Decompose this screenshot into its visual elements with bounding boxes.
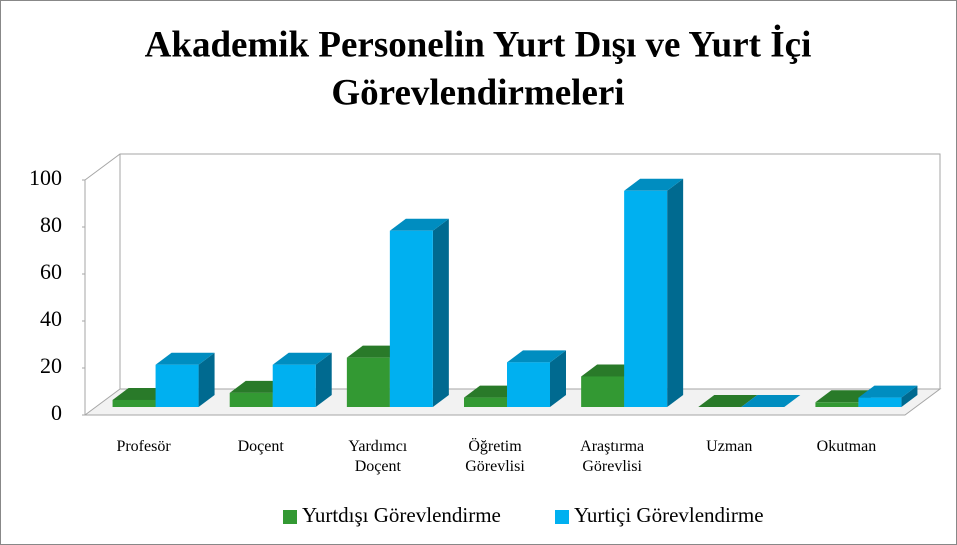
bar <box>346 357 390 407</box>
bar <box>507 362 550 407</box>
x-tick-label: Öğretim Görevlisi <box>465 438 525 475</box>
x-tick-label: Doçent <box>237 438 284 455</box>
bar-top <box>698 395 758 407</box>
chart-title: Görevlendirmeleri <box>331 72 624 113</box>
y-tick-label: 40 <box>40 306 62 331</box>
bar <box>272 364 316 407</box>
y-tick-label: 60 <box>40 259 62 284</box>
bar <box>155 364 199 407</box>
legend-label: Yurtiçi Görevlendirme <box>574 503 764 527</box>
x-tick-label: Yardımcı Doçent <box>348 438 408 475</box>
x-tick-label: Uzman <box>706 438 753 455</box>
bar-side <box>198 352 215 407</box>
bar <box>581 376 625 407</box>
bar-side <box>315 352 332 407</box>
y-tick-label: 0 <box>51 400 62 425</box>
legend-swatch <box>283 510 297 524</box>
bar-top <box>507 350 566 363</box>
chart-title: Akademik Personelin Yurt Dışı ve Yurt İç… <box>145 23 812 65</box>
bar <box>464 397 507 407</box>
bar <box>389 230 433 407</box>
bar-side <box>432 218 449 407</box>
bar-side <box>550 350 566 407</box>
bar-top <box>624 178 684 191</box>
back-wall <box>84 153 941 389</box>
y-tick-label: 20 <box>40 353 62 378</box>
y-tick-label: 100 <box>29 165 62 190</box>
bar-side <box>667 178 684 407</box>
bar-top <box>272 352 332 365</box>
legend-swatch <box>555 510 569 524</box>
bar-top <box>741 395 801 407</box>
x-tick-label: Okutman <box>816 438 877 455</box>
x-tick-label: Profesör <box>116 438 171 455</box>
bar-side <box>901 385 918 407</box>
bar <box>112 399 156 407</box>
bar-top <box>155 352 215 365</box>
x-tick-label: Araştırma Görevlisi <box>580 438 645 475</box>
bar <box>858 397 902 407</box>
bar <box>229 392 273 407</box>
legend-label: Yurtdışı Görevlendirme <box>302 503 501 527</box>
bar-top <box>858 385 918 398</box>
bar-top <box>389 218 449 231</box>
y-tick-label: 80 <box>40 212 62 237</box>
side-wall <box>84 154 121 415</box>
bar <box>815 402 859 407</box>
bar <box>624 190 668 407</box>
